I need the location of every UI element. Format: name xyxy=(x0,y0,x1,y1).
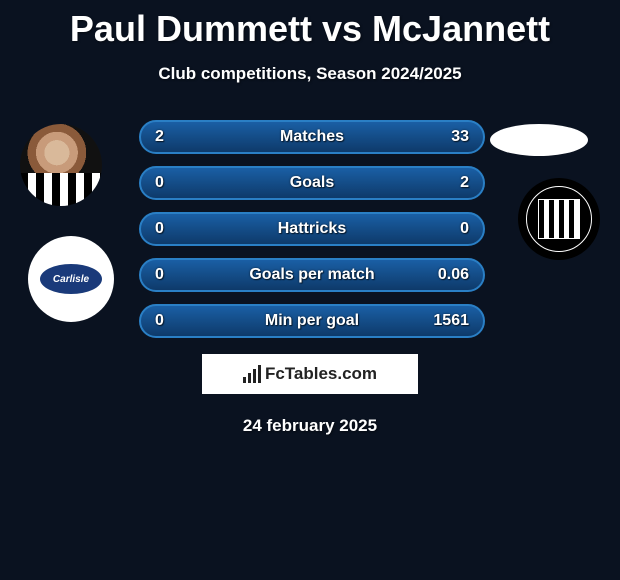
player1-name: Paul Dummett xyxy=(70,8,312,49)
player2-name: McJannett xyxy=(372,8,550,49)
date-label: 24 february 2025 xyxy=(0,416,620,436)
player1-club-badge: Carlisle xyxy=(28,236,114,322)
page-title: Paul Dummett vs McJannett xyxy=(0,0,620,50)
player2-avatar xyxy=(490,124,588,156)
stats-bars: 2 Matches 33 0 Goals 2 0 Hattricks 0 0 G… xyxy=(139,120,485,338)
stat-right-value: 0 xyxy=(429,220,469,238)
stat-bar-hattricks: 0 Hattricks 0 xyxy=(139,212,485,246)
chart-icon xyxy=(243,365,261,383)
stat-bar-gpm: 0 Goals per match 0.06 xyxy=(139,258,485,292)
player2-club-logo xyxy=(538,199,580,239)
stat-bar-goals: 0 Goals 2 xyxy=(139,166,485,200)
comparison-panel: Carlisle 2 Matches 33 0 Goals 2 0 Hattri… xyxy=(0,120,620,436)
stat-right-value: 0.06 xyxy=(429,266,469,284)
site-name: FcTables.com xyxy=(265,364,377,384)
player1-club-logo: Carlisle xyxy=(40,264,102,294)
stat-right-value: 2 xyxy=(429,174,469,192)
player1-avatar xyxy=(20,124,102,206)
vs-label: vs xyxy=(322,8,362,49)
stat-bar-mpg: 0 Min per goal 1561 xyxy=(139,304,485,338)
subtitle: Club competitions, Season 2024/2025 xyxy=(0,64,620,84)
player2-club-badge xyxy=(518,178,600,260)
stat-right-value: 1561 xyxy=(429,312,469,330)
stat-right-value: 33 xyxy=(429,128,469,146)
site-badge[interactable]: FcTables.com xyxy=(202,354,418,394)
stat-bar-matches: 2 Matches 33 xyxy=(139,120,485,154)
